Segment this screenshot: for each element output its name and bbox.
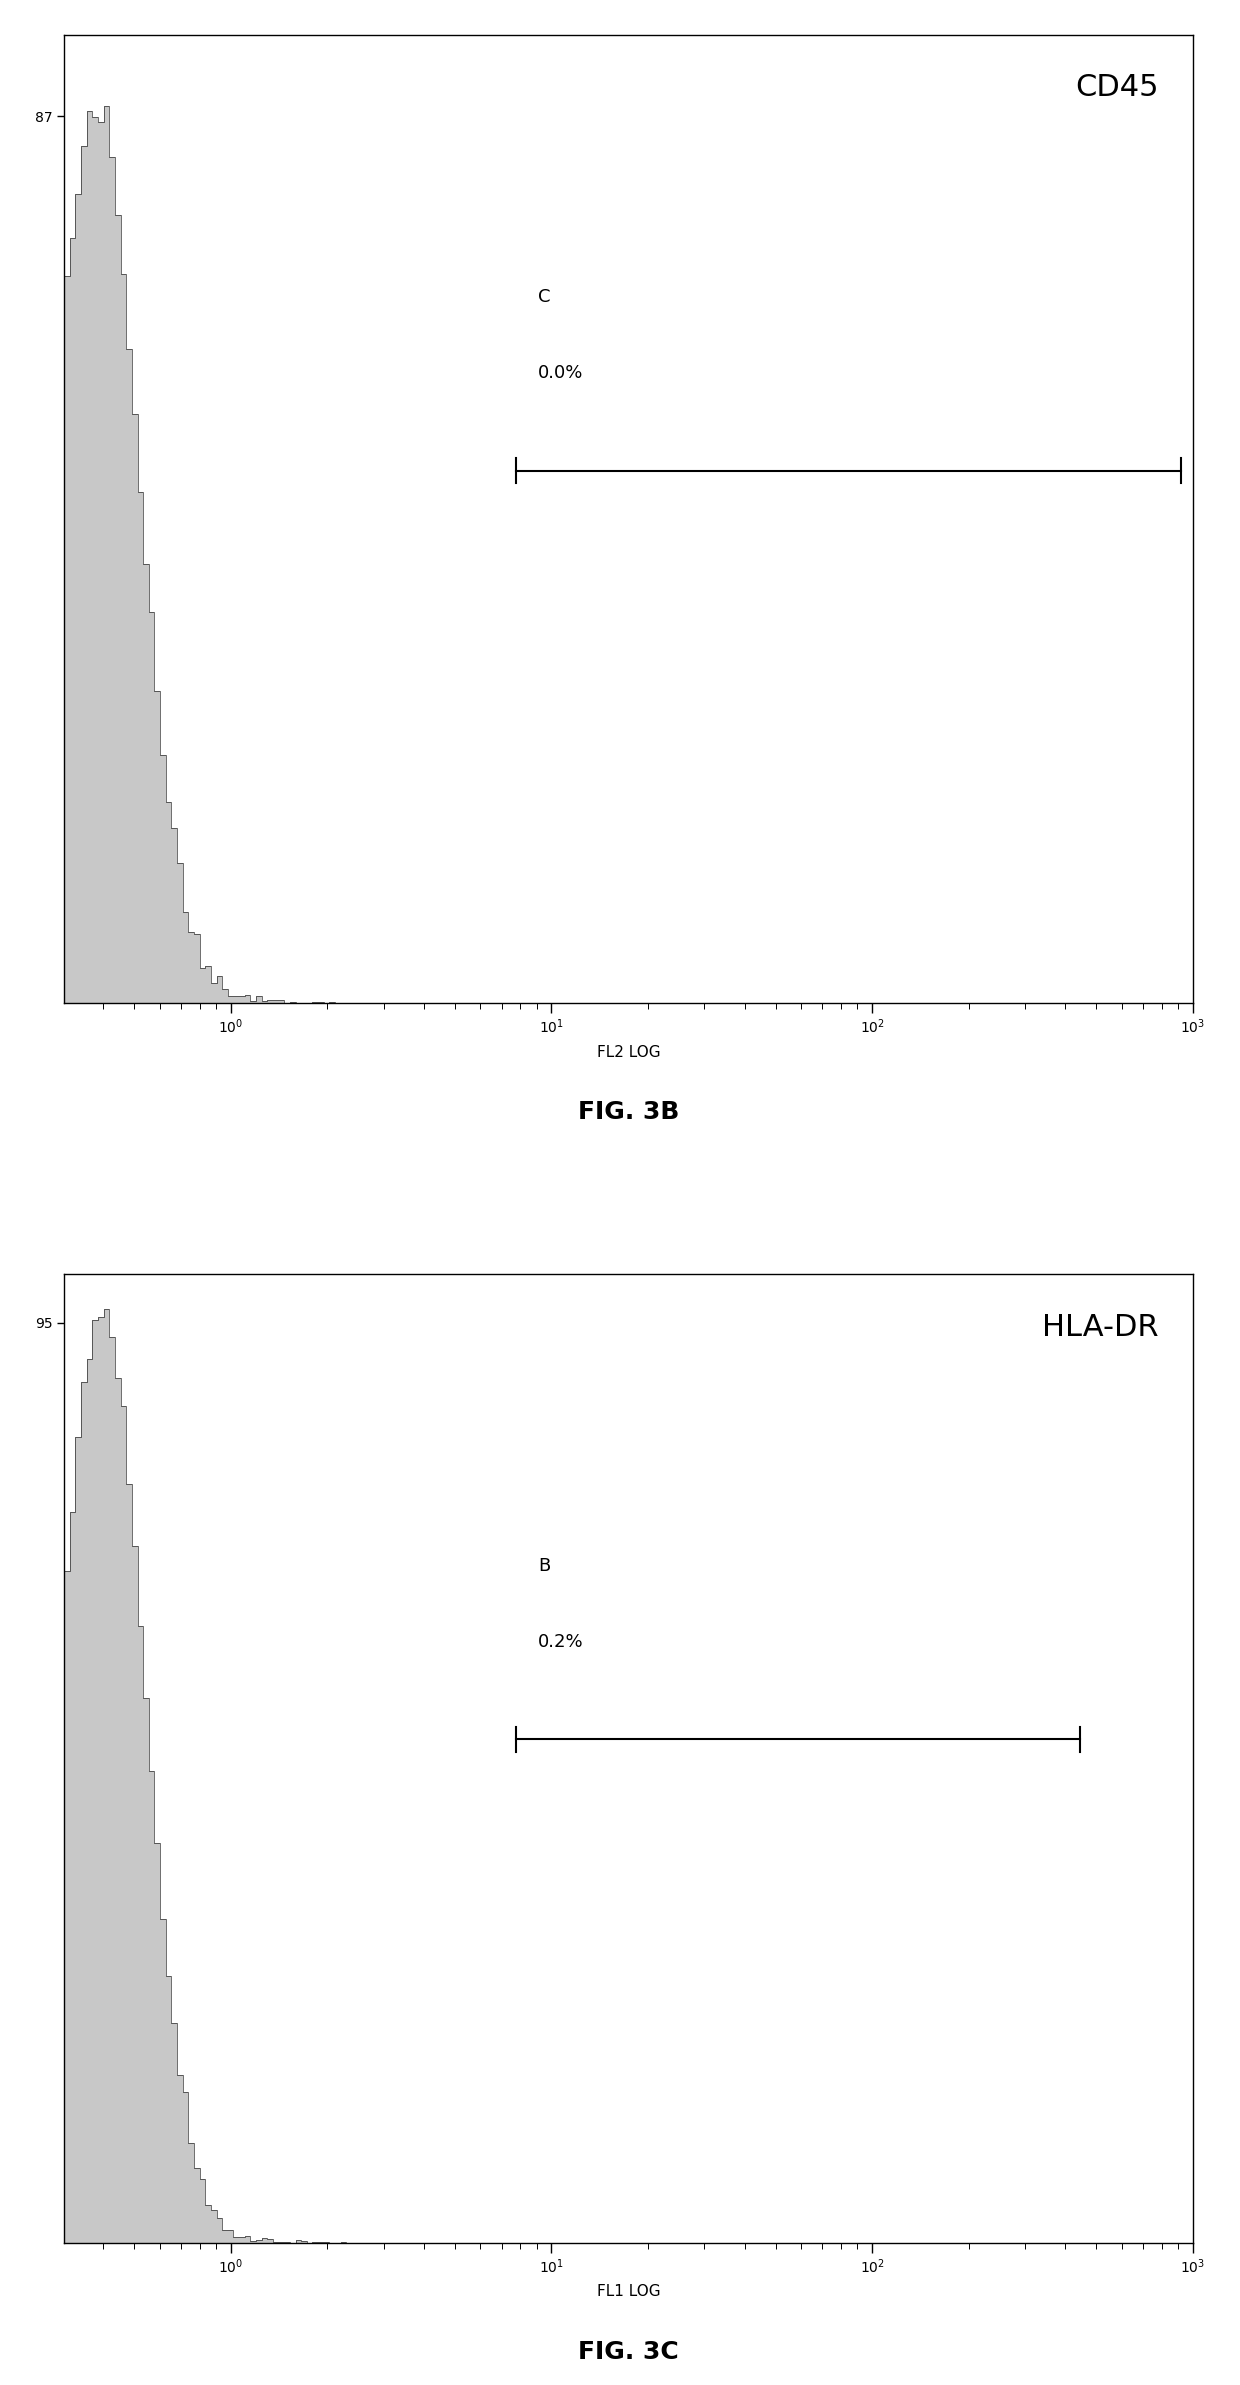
X-axis label: FL1 LOG: FL1 LOG — [596, 2285, 660, 2299]
Text: B: B — [538, 1557, 551, 1574]
X-axis label: FL2 LOG: FL2 LOG — [596, 1045, 660, 1059]
Text: FIG. 3B: FIG. 3B — [578, 1099, 680, 1123]
Text: 0.0%: 0.0% — [538, 365, 584, 382]
Text: 0.2%: 0.2% — [538, 1634, 584, 1650]
Text: CD45: CD45 — [1075, 74, 1159, 103]
Text: HLA-DR: HLA-DR — [1042, 1314, 1159, 1343]
Text: FIG. 3C: FIG. 3C — [578, 2340, 678, 2364]
Text: C: C — [538, 289, 551, 305]
